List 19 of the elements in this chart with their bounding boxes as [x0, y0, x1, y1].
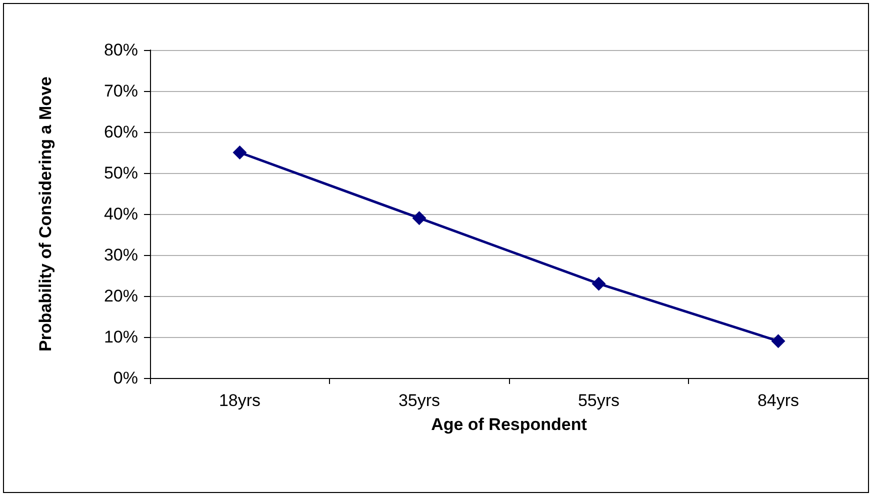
point	[232, 146, 247, 160]
x-tick-label: 18yrs	[218, 391, 261, 410]
point	[771, 334, 786, 348]
y-tick-label: 10%	[104, 328, 138, 346]
point	[592, 276, 606, 291]
y-tick-label: 80%	[104, 40, 138, 60]
y-tick-label: 40%	[104, 204, 138, 224]
x-tick-label: 55yrs	[578, 391, 620, 410]
point	[412, 211, 426, 226]
y-tick-label: 30%	[104, 246, 138, 264]
y-tick-label: 70%	[104, 82, 138, 100]
y-tick-label: 0%	[113, 368, 138, 388]
x-tick-label: 35yrs	[398, 391, 440, 410]
x-axis-title: Age of Respondent	[431, 415, 588, 434]
y-tick-label: 20%	[104, 286, 138, 306]
y-tick-label: 60%	[104, 122, 138, 142]
y-axis-title: Probability of Considering a Move	[36, 76, 55, 352]
x-tick-label: 84yrs	[757, 391, 800, 410]
y-tick-label: 50%	[104, 164, 138, 182]
